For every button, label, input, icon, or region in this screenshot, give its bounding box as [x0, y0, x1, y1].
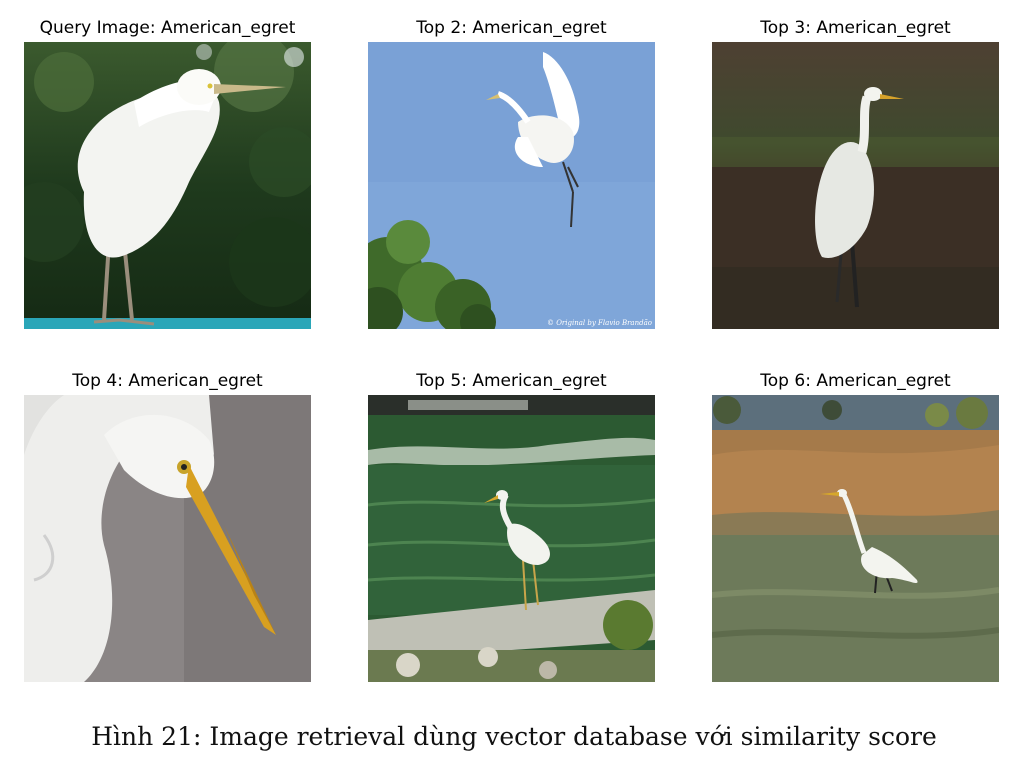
standing-egret-image: [712, 42, 999, 329]
egret-in-grass-image: [712, 395, 999, 682]
figure-caption: Hình 21: Image retrieval dùng vector dat…: [91, 722, 937, 751]
flying-egret-image: © Original by Flavio Brandão: [368, 42, 655, 329]
query-image-title: Query Image: American_egret: [39, 18, 296, 38]
result-3-title: Top 3: American_egret: [760, 18, 951, 38]
result-2-title: Top 2: American_egret: [416, 18, 607, 38]
result-5-title: Top 5: American_egret: [416, 371, 607, 391]
result-6-title: Top 6: American_egret: [760, 371, 951, 391]
watermark-text: © Original by Flavio Brandão: [547, 319, 652, 327]
egret-closeup-image: [24, 395, 311, 682]
result-4-title: Top 4: American_egret: [72, 371, 263, 391]
egret-by-water-image: [368, 395, 655, 682]
query-egret-image: [24, 42, 311, 329]
